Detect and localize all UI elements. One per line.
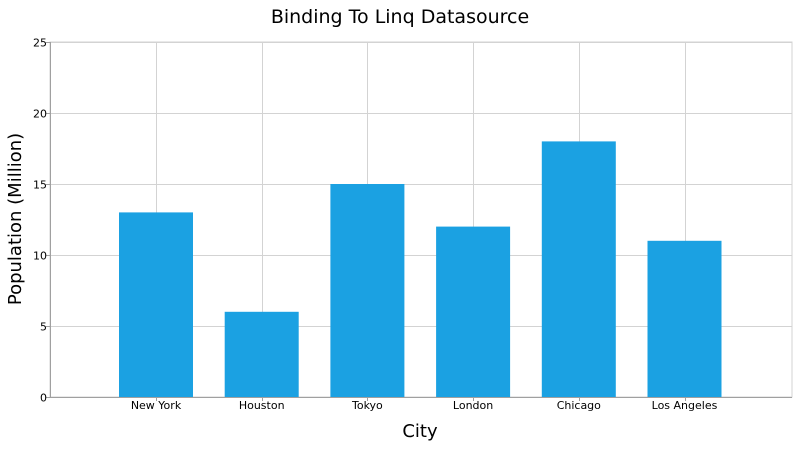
bar-los-angeles	[647, 240, 722, 397]
bar-houston	[224, 311, 299, 397]
y-tick-label: 5	[40, 321, 47, 334]
bar-london	[436, 226, 511, 397]
y-tick-label: 25	[33, 37, 47, 50]
y-tick-label: 15	[33, 179, 47, 192]
bar-new-york	[119, 212, 193, 397]
x-tick-label: New York	[131, 399, 182, 412]
x-tick-label: Tokyo	[351, 399, 383, 412]
bar-tokyo	[330, 184, 405, 397]
x-axis-title: City	[402, 421, 438, 442]
x-tick-label: Houston	[239, 399, 285, 412]
bars	[119, 141, 722, 397]
tick-labels: 0 5 10 15 20 25 New York Houston Tokyo London Chic…	[33, 37, 718, 413]
bar-chicago	[541, 141, 616, 397]
y-axis-title: Population (Million)	[5, 133, 26, 305]
axes	[46, 42, 792, 401]
y-tick-label: 20	[33, 108, 47, 121]
y-tick-label: 0	[40, 392, 47, 405]
x-tick-label: Chicago	[557, 399, 601, 412]
y-tick-label: 10	[33, 250, 47, 263]
chart-title: Binding To Linq Datasource	[270, 6, 530, 28]
x-tick-label: London	[453, 399, 493, 412]
x-tick-label: Los Angeles	[652, 399, 718, 412]
